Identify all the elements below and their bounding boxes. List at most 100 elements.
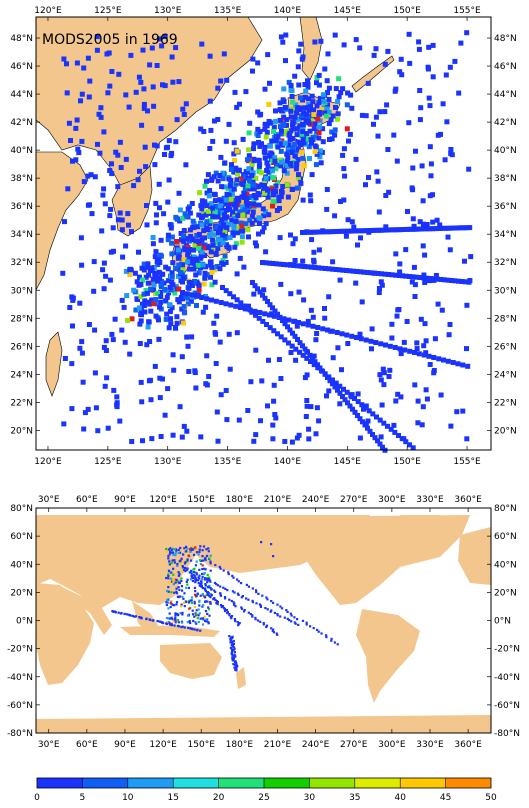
obs-cell (112, 610, 115, 613)
obs-cell (186, 614, 190, 617)
obs-cell (205, 620, 208, 623)
obs-cell (231, 574, 234, 577)
obs-cell (255, 286, 260, 292)
obs-cell (340, 267, 346, 273)
obs-cell (305, 264, 311, 270)
obs-cell (180, 557, 183, 560)
obs-cell (369, 346, 374, 352)
obs-cell (239, 204, 245, 210)
obs-cell (370, 227, 376, 233)
obs-cell (184, 570, 187, 573)
obs-cell (192, 290, 198, 296)
obs-cell (181, 565, 184, 568)
obs-cell (436, 226, 441, 231)
obs-cell (211, 320, 217, 326)
obs-cell (309, 93, 315, 99)
obs-cell (202, 245, 208, 251)
obs-cell (171, 551, 174, 554)
obs-cell (378, 341, 384, 347)
obs-cell (186, 369, 192, 374)
obs-cell (264, 160, 270, 166)
obs-cell (277, 100, 283, 106)
obs-cell (200, 262, 206, 268)
obs-cell (427, 103, 433, 109)
obs-cell (179, 612, 182, 615)
colorbar-swatch (309, 778, 355, 788)
obs-cell (393, 227, 399, 233)
obs-cell (266, 119, 272, 124)
lat-tick-label: -80°N (7, 729, 33, 739)
obs-cell (285, 194, 291, 200)
obs-cell (171, 624, 174, 627)
obs-cell (231, 186, 237, 192)
obs-cell (171, 603, 174, 606)
obs-cell (204, 583, 207, 586)
obs-cell (173, 559, 176, 562)
obs-cell (181, 589, 184, 592)
obs-cell (203, 381, 209, 387)
obs-cell (170, 561, 173, 565)
obs-cell (272, 555, 275, 558)
obs-cell (195, 595, 198, 598)
lat-tick-label: 20°N (10, 426, 33, 436)
obs-cell (167, 554, 170, 558)
obs-cell (158, 289, 164, 295)
obs-cell (252, 283, 258, 289)
colorbar-tick-labels: 0 5 10 15 20 25 30 35 40 45 50 (34, 793, 497, 803)
obs-cell (376, 227, 382, 233)
obs-cell (348, 228, 354, 234)
obs-cell (250, 209, 256, 215)
obs-cell (305, 318, 311, 324)
obs-cell (92, 370, 98, 376)
obs-cell (322, 66, 328, 72)
obs-cell (464, 302, 470, 308)
obs-cell (214, 564, 217, 567)
obs-cell (143, 288, 149, 293)
obs-cell (372, 435, 378, 441)
obs-cell (279, 128, 284, 134)
obs-cell (240, 582, 243, 585)
obs-cell (229, 191, 235, 197)
obs-cell (262, 295, 268, 301)
obs-cell (62, 356, 68, 361)
obs-cell (255, 60, 261, 66)
obs-cell (251, 186, 257, 192)
obs-cell (262, 623, 265, 626)
obs-cell (166, 550, 169, 553)
obs-cell (251, 146, 256, 152)
obs-cell (227, 571, 230, 574)
obs-cell (196, 579, 200, 582)
obs-cell (134, 279, 140, 285)
obs-cell (168, 563, 171, 566)
obs-cell (140, 277, 146, 283)
obs-cell (173, 561, 176, 564)
obs-cell (370, 411, 376, 417)
obs-cell (290, 614, 293, 617)
obs-cell (300, 197, 306, 203)
obs-cell (309, 172, 315, 178)
obs-cell (195, 609, 198, 612)
obs-cell (417, 275, 423, 280)
obs-cell (185, 253, 191, 259)
obs-cell (421, 275, 426, 281)
obs-cell (396, 227, 402, 233)
obs-cell (271, 328, 277, 334)
obs-cell (204, 178, 209, 184)
obs-cell (260, 260, 265, 265)
obs-cell (91, 288, 97, 294)
obs-cell (378, 434, 384, 440)
global-observations (111, 541, 339, 672)
obs-cell (205, 593, 208, 596)
obs-cell (443, 72, 449, 78)
lon-tick-label: 30°E (38, 740, 60, 750)
obs-cell (174, 614, 177, 617)
obs-cell (235, 225, 241, 231)
obs-cell (210, 237, 216, 243)
obs-cell (273, 138, 279, 144)
obs-cell (181, 625, 184, 628)
obs-cell (441, 357, 446, 363)
obs-cell (167, 222, 173, 228)
obs-cell (388, 426, 394, 432)
obs-cell (233, 653, 236, 657)
obs-cell (300, 258, 306, 264)
